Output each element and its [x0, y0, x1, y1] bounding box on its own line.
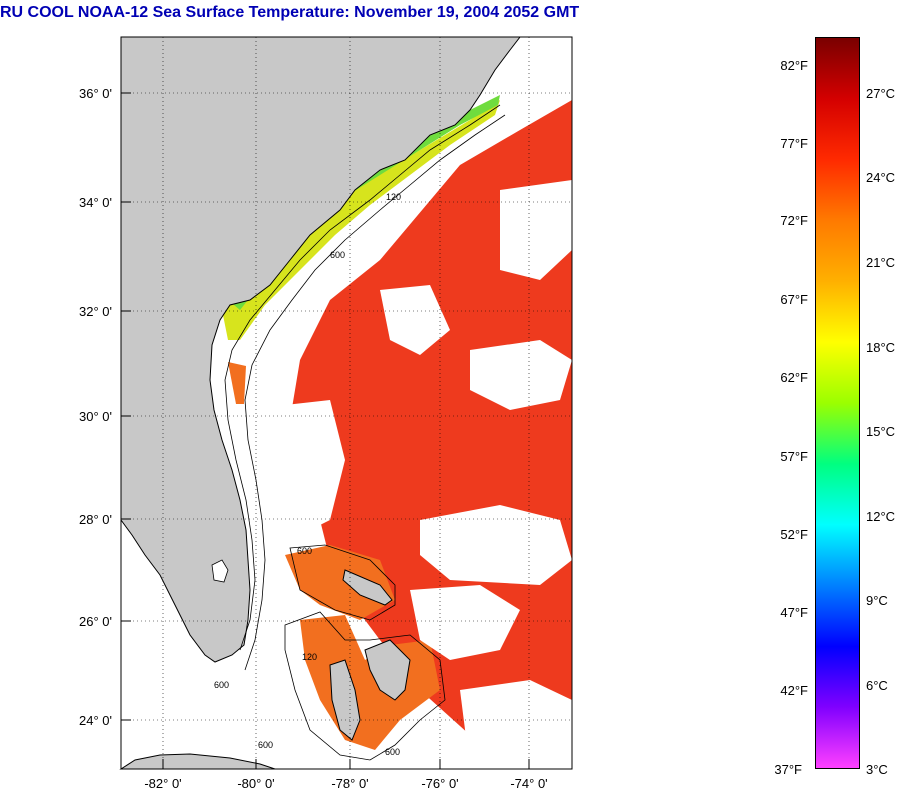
isobath-label: 600	[297, 546, 312, 556]
fahrenheit-label: 52°F	[780, 527, 808, 542]
fahrenheit-label: 77°F	[780, 136, 808, 151]
lat-label: 36° 0'	[79, 86, 112, 101]
land-great-abaco	[364, 639, 411, 701]
temperature-colorbar	[815, 37, 860, 769]
isobath-label: 600	[214, 680, 229, 690]
cloud-patch	[240, 400, 345, 540]
coastal-strip-florida	[228, 362, 246, 404]
cloud-patch	[470, 340, 572, 410]
map-title: RU COOL NOAA-12 Sea Surface Temperature:…	[0, 4, 580, 21]
cloud-patch	[410, 585, 520, 660]
lon-label: -74° 0'	[510, 776, 548, 791]
cloud-patch	[380, 285, 450, 355]
fahrenheit-label: 72°F	[780, 213, 808, 228]
lat-label: 30° 0'	[79, 409, 112, 424]
coastal-cool-water	[220, 100, 500, 340]
celsius-label: 3°C	[866, 762, 888, 777]
isobath-label: 120	[302, 652, 317, 662]
fahrenheit-label: 42°F	[780, 683, 808, 698]
cloud-patch	[420, 505, 572, 585]
cloud-patch	[460, 680, 572, 769]
land-grand-bahama	[342, 569, 393, 606]
fahrenheit-label: 57°F	[780, 449, 808, 464]
lat-label: 32° 0'	[79, 304, 112, 319]
map-plot-area: 120 600 600 120 600 600 600	[119, 36, 573, 770]
isobath-bahamas	[289, 544, 396, 621]
lon-label: -80° 0'	[237, 776, 275, 791]
fahrenheit-label: 82°F	[780, 58, 808, 73]
lon-label: -78° 0'	[331, 776, 369, 791]
axis-ticks	[121, 92, 530, 769]
isobath-600	[244, 114, 506, 671]
isobath-label: 600	[258, 740, 273, 750]
lon-label: -82° 0'	[144, 776, 182, 791]
lat-label: 26° 0'	[79, 614, 112, 629]
fahrenheit-label: 67°F	[780, 292, 808, 307]
lake-okeechobee	[211, 559, 229, 583]
celsius-label: 6°C	[866, 678, 888, 693]
isobath-label: 600	[385, 747, 400, 757]
lat-label: 24° 0'	[79, 713, 112, 728]
celsius-label: 9°C	[866, 593, 888, 608]
celsius-label: 21°C	[866, 255, 896, 270]
map-frame	[120, 36, 573, 770]
celsius-label: 15°C	[866, 424, 896, 439]
isobath-label: 120	[386, 192, 401, 202]
lon-label: -76° 0'	[421, 776, 459, 791]
isobath-120	[224, 104, 501, 651]
isobath-bahamas-south	[284, 611, 446, 761]
celsius-label: 27°C	[866, 86, 896, 101]
fahrenheit-label: 62°F	[780, 370, 808, 385]
isobath-label: 600	[330, 250, 345, 260]
land-cuba	[119, 753, 276, 770]
celsius-label: 24°C	[866, 170, 896, 185]
fahrenheit-label: 47°F	[780, 605, 808, 620]
shelf-water-region-south	[300, 615, 440, 750]
isobath-labels: 120 600 600 120 600 600 600	[214, 192, 401, 757]
land-southeast-us	[120, 36, 522, 663]
lat-label: 34° 0'	[79, 195, 112, 210]
fahrenheit-label: 37°F	[774, 762, 802, 777]
shelf-water-region	[285, 545, 395, 620]
celsius-label: 18°C	[866, 340, 896, 355]
celsius-label: 12°C	[866, 509, 896, 524]
cloud-patch	[500, 180, 572, 280]
lat-label: 28° 0'	[79, 512, 112, 527]
